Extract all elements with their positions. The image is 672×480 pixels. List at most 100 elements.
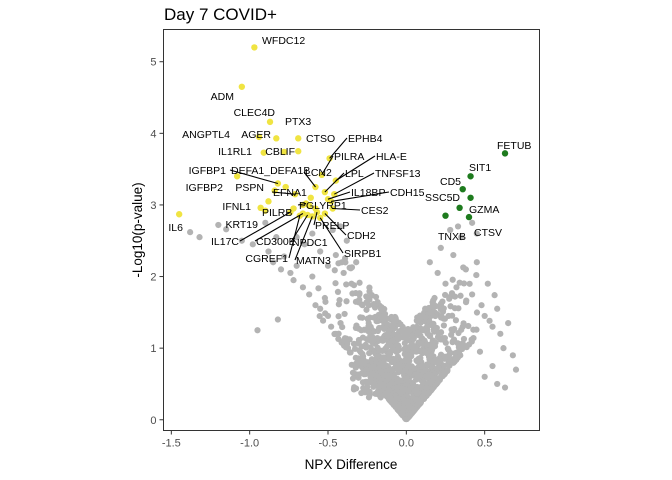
y-tick-label: 5 xyxy=(150,57,156,69)
label-leader-line xyxy=(297,202,307,206)
background-point xyxy=(342,344,350,351)
background-point xyxy=(405,328,413,335)
point-label: KRT19 xyxy=(226,219,259,231)
background-point xyxy=(380,355,387,362)
point-label: CLEC4D xyxy=(234,107,276,119)
background-point xyxy=(418,340,425,347)
x-tick-label: 0.5 xyxy=(477,438,492,450)
label-leader-line xyxy=(327,191,351,200)
background-point xyxy=(386,340,393,347)
background-point xyxy=(379,337,386,344)
background-point xyxy=(440,305,447,312)
background-point xyxy=(447,303,454,310)
background-point xyxy=(317,248,324,255)
point-label: CD300E xyxy=(256,236,296,248)
background-point xyxy=(332,280,339,287)
background-point xyxy=(262,219,269,226)
upregulated-point xyxy=(459,185,466,193)
downregulated-point xyxy=(295,135,302,142)
background-point xyxy=(335,313,342,320)
background-point xyxy=(334,288,342,295)
background-point xyxy=(374,334,381,342)
background-point xyxy=(328,323,335,330)
background-point xyxy=(417,398,424,405)
point-label: CES2 xyxy=(361,205,389,217)
label-leader-line xyxy=(288,215,301,259)
point-label: IL17C xyxy=(211,236,239,248)
background-point xyxy=(399,334,406,341)
background-point xyxy=(432,303,440,310)
point-label: TNXB xyxy=(438,231,466,243)
background-point xyxy=(319,317,327,324)
background-point xyxy=(331,267,338,274)
background-point xyxy=(445,312,452,320)
background-point xyxy=(392,356,399,363)
point-label: IFNL1 xyxy=(222,201,251,213)
downregulated-point xyxy=(233,173,241,180)
background-point xyxy=(462,299,470,306)
background-point xyxy=(380,316,387,323)
label-leader-line xyxy=(331,191,390,202)
point-label: TNFSF13 xyxy=(375,168,421,180)
label-leader-line xyxy=(324,213,347,236)
x-tick-label: 0.0 xyxy=(399,438,414,450)
point-label: CDH15 xyxy=(390,187,425,199)
background-point xyxy=(367,379,374,386)
point-label: NPDC1 xyxy=(292,237,328,249)
background-point xyxy=(337,319,344,327)
background-point xyxy=(365,394,373,401)
background-point xyxy=(332,330,339,337)
background-point xyxy=(444,345,451,352)
background-point xyxy=(249,241,256,248)
background-point xyxy=(312,302,319,309)
background-point xyxy=(453,284,460,291)
point-label: PTX3 xyxy=(285,116,311,128)
background-point xyxy=(306,291,313,298)
background-point xyxy=(423,325,430,332)
background-point xyxy=(385,386,392,393)
background-point xyxy=(473,230,480,237)
background-point xyxy=(358,361,365,368)
background-point xyxy=(431,343,439,350)
background-point xyxy=(418,383,425,391)
background-point xyxy=(215,221,222,229)
y-tick-label: 1 xyxy=(150,343,156,355)
downregulated-point xyxy=(295,148,302,155)
background-point xyxy=(366,296,373,303)
background-point xyxy=(454,223,462,230)
background-point xyxy=(437,244,444,251)
background-point xyxy=(434,379,441,386)
label-leader-line xyxy=(239,211,291,242)
downregulated-point xyxy=(262,207,269,214)
background-point xyxy=(399,411,406,418)
label-leader-line xyxy=(313,211,318,226)
background-point xyxy=(433,365,441,373)
background-point xyxy=(431,294,438,302)
background-point xyxy=(359,334,367,341)
downregulated-point xyxy=(312,205,319,212)
upregulated-point xyxy=(467,194,474,201)
point-label: CD5 xyxy=(440,176,461,188)
background-point xyxy=(412,345,419,353)
point-label: HLA-E xyxy=(376,151,407,163)
background-point xyxy=(402,357,409,364)
background-point xyxy=(341,310,348,318)
background-point xyxy=(355,338,362,346)
label-leader-line xyxy=(335,155,376,182)
background-point xyxy=(324,262,332,269)
point-label: IL18BP xyxy=(351,187,385,199)
label-leader-line xyxy=(321,155,334,176)
background-point xyxy=(381,310,389,318)
background-point xyxy=(356,279,363,286)
label-leader-lines xyxy=(229,137,390,261)
point-label: MATN3 xyxy=(296,255,331,267)
downregulated-point xyxy=(265,198,272,205)
background-point xyxy=(478,302,485,309)
background-point xyxy=(399,405,407,412)
nonsignificant-points xyxy=(187,219,520,423)
background-point xyxy=(423,341,431,348)
downregulated-point xyxy=(282,183,289,191)
background-point xyxy=(500,345,507,352)
background-point xyxy=(374,388,382,395)
